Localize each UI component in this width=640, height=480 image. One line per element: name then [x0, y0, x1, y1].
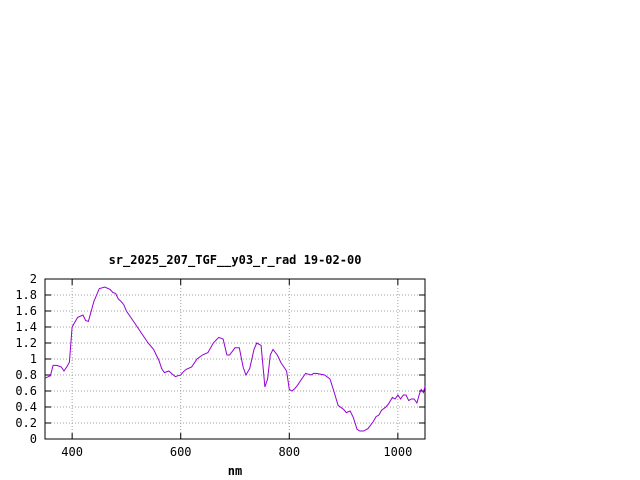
- y-tick-label: 1.8: [15, 288, 37, 302]
- y-tick-label: 1.2: [15, 336, 37, 350]
- x-tick-label: 1000: [383, 445, 412, 459]
- y-tick-label: 0.6: [15, 384, 37, 398]
- y-tick-label: 0.8: [15, 368, 37, 382]
- x-axis-label: nm: [228, 464, 242, 478]
- x-tick-label: 400: [61, 445, 83, 459]
- y-tick-label: 0.2: [15, 416, 37, 430]
- y-tick-label: 2: [30, 272, 37, 286]
- x-tick-label: 600: [170, 445, 192, 459]
- series-line-spectrum: [44, 286, 426, 432]
- y-tick-label: 0.4: [15, 400, 37, 414]
- y-tick-label: 1.6: [15, 304, 37, 318]
- y-tick-label: 1: [30, 352, 37, 366]
- x-tick-label: 800: [278, 445, 300, 459]
- y-tick-label: 1.4: [15, 320, 37, 334]
- y-tick-label: 0: [30, 432, 37, 446]
- axis-ticks: [45, 278, 425, 440]
- tick-labels: 0 0.2 0.4 0.6 0.8 1 1.2 1.4 1.6 1.8 2 400 600 800 1000: [15, 272, 412, 459]
- grid-lines: [45, 279, 425, 439]
- chart-title: sr_2025_207_TGF__y03_r_rad 19-02-00: [109, 253, 362, 268]
